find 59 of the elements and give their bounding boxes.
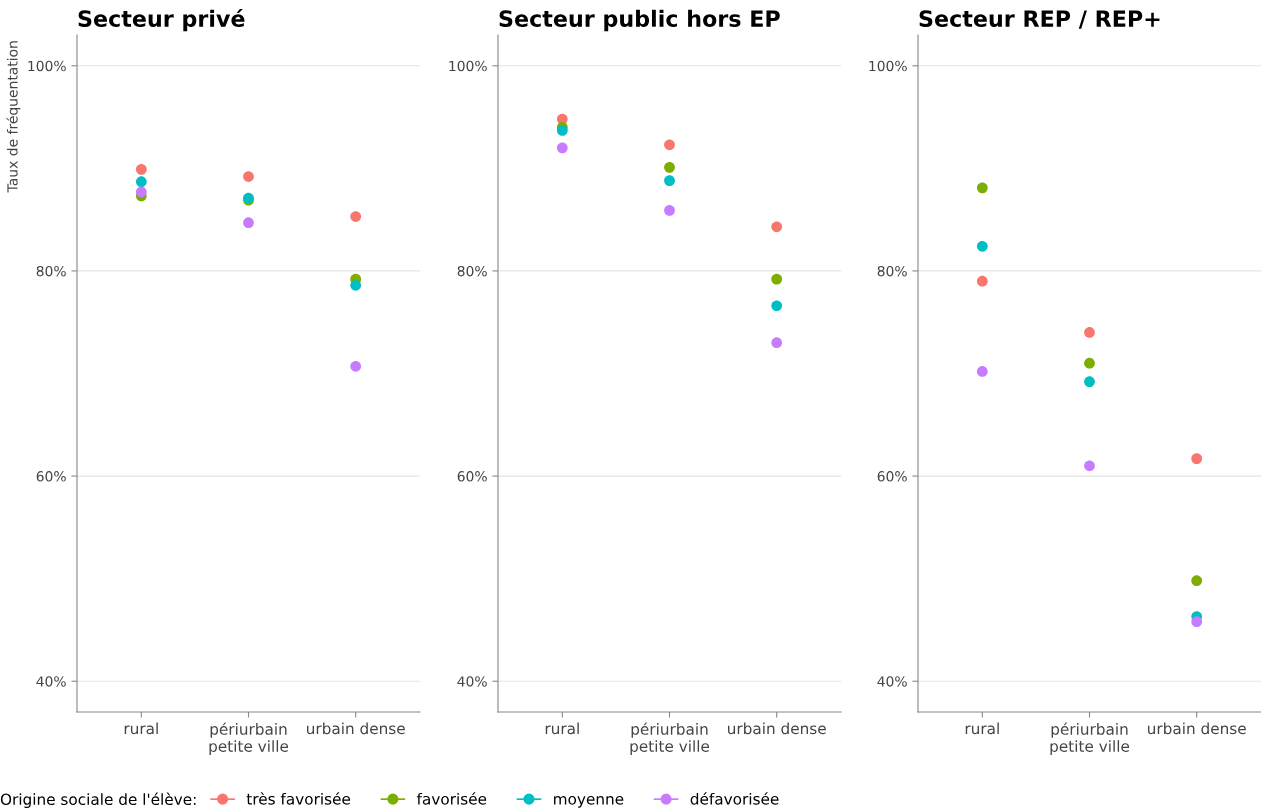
x-tick-label: urbain dense xyxy=(307,722,405,735)
x-tick-label: urbain dense xyxy=(1148,722,1246,735)
chart-title: Secteur public hors EP xyxy=(499,9,780,32)
point xyxy=(771,300,783,312)
point xyxy=(1191,616,1203,628)
x-tick-label: rural xyxy=(124,722,158,735)
chart-title: Secteur REP / REP+ xyxy=(919,10,1160,29)
point xyxy=(771,221,783,233)
point xyxy=(350,211,362,222)
y-tick-label: 40% xyxy=(457,676,487,687)
point xyxy=(135,186,147,198)
x-tick-label: périurbain petite ville xyxy=(630,722,710,755)
legend-label: très favorisée xyxy=(246,792,351,805)
point xyxy=(243,217,254,229)
y-tick-label: 40% xyxy=(877,676,907,687)
y-tick-label: 100% xyxy=(869,60,907,72)
point xyxy=(556,125,568,136)
point xyxy=(1191,453,1203,465)
x-tick-label: rural xyxy=(545,722,579,735)
point xyxy=(350,360,362,372)
point xyxy=(664,139,675,151)
point xyxy=(976,366,988,377)
y-axis-title: Taux de fréquentation xyxy=(6,41,21,193)
x-tick-label: périurbain petite ville xyxy=(209,722,289,755)
point xyxy=(1191,575,1203,587)
y-tick-label: 60% xyxy=(457,471,487,482)
point xyxy=(976,275,988,287)
y-tick-label: 100% xyxy=(28,60,66,72)
point xyxy=(976,182,988,194)
point xyxy=(1084,460,1095,472)
legend-title: Origine sociale de l'élève: xyxy=(0,792,196,808)
point xyxy=(135,163,147,175)
y-tick-label: 80% xyxy=(877,265,907,277)
y-tick-label: 60% xyxy=(877,471,907,482)
point xyxy=(556,142,568,154)
point xyxy=(664,161,675,173)
chart-title: Secteur privé xyxy=(78,8,245,32)
y-tick-label: 60% xyxy=(36,471,66,482)
legend-label: défavorisée xyxy=(690,792,779,805)
point xyxy=(1084,357,1095,369)
y-tick-label: 40% xyxy=(36,676,66,687)
y-tick-label: 80% xyxy=(36,265,66,277)
y-tick-label: 80% xyxy=(457,265,487,277)
point xyxy=(771,337,783,349)
x-tick-label: périurbain petite ville xyxy=(1050,722,1130,755)
point xyxy=(135,176,147,188)
point xyxy=(976,240,988,252)
x-tick-label: rural xyxy=(965,722,999,735)
point xyxy=(664,175,675,187)
legend-label: favorisée xyxy=(416,792,487,805)
point xyxy=(771,273,783,285)
point xyxy=(243,171,254,182)
point xyxy=(1084,376,1095,388)
x-tick-label: urbain dense xyxy=(728,722,826,735)
y-tick-label: 100% xyxy=(449,60,487,72)
point xyxy=(1084,327,1095,338)
point xyxy=(664,205,675,216)
point xyxy=(350,279,362,291)
legend-label: moyenne xyxy=(554,795,624,808)
